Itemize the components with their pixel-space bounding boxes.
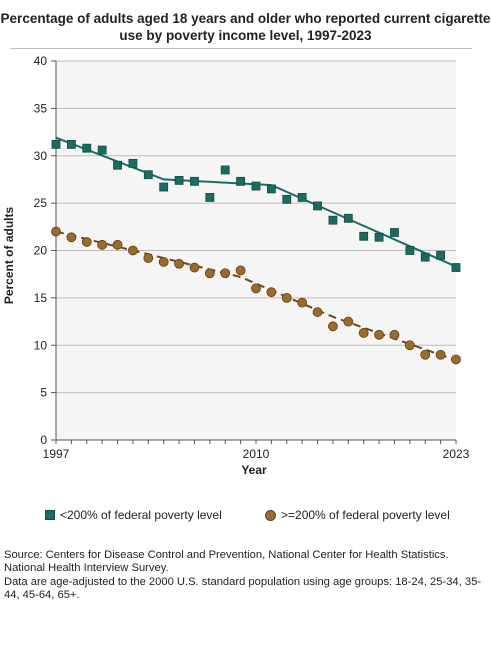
y-tick-label: 30 — [34, 149, 48, 163]
data-point-low-income — [251, 181, 261, 191]
data-point-high-income — [281, 292, 292, 303]
source-line: Source: Centers for Disease Control and … — [4, 549, 449, 575]
data-point-high-income — [451, 354, 461, 365]
x-axis-title: Year — [241, 463, 267, 477]
methodology-note: Data are age-adjusted to the 2000 U.S. s… — [4, 575, 482, 601]
y-tick-label: 20 — [34, 244, 48, 258]
trend-line-low-income — [55, 136, 457, 268]
data-point-low-income — [128, 158, 138, 168]
data-point-high-income — [328, 321, 338, 332]
data-point-low-income — [82, 143, 92, 153]
y-tick-label: 35 — [34, 101, 48, 115]
y-tick-label: 40 — [34, 54, 48, 68]
legend-label-low-income: <200% of federal poverty level — [60, 508, 222, 522]
data-point-low-income — [97, 145, 107, 155]
data-point-low-income — [190, 176, 199, 186]
data-point-low-income — [405, 246, 415, 255]
source-note: Source: Centers for Disease Control and … — [4, 549, 484, 602]
y-tick-label: 0 — [40, 433, 47, 447]
data-point-high-income — [389, 329, 400, 340]
data-point-low-income — [220, 165, 230, 175]
data-point-low-income — [451, 263, 461, 272]
data-point-low-income — [328, 215, 338, 225]
data-point-high-income — [66, 232, 77, 243]
data-point-low-income — [174, 175, 184, 185]
data-point-low-income — [66, 139, 76, 149]
data-point-high-income — [81, 237, 92, 247]
data-point-low-income — [359, 231, 369, 241]
legend-label-high-income: >=200% of federal poverty level — [281, 508, 450, 522]
y-tick-label: 15 — [34, 291, 48, 305]
data-point-high-income — [297, 297, 308, 308]
x-tick-label: 1997 — [43, 447, 70, 461]
data-point-high-income — [204, 268, 215, 279]
data-point-high-income — [51, 226, 61, 237]
data-point-high-income — [374, 329, 384, 340]
legend-item-low-income: <200% of federal poverty level — [45, 508, 222, 522]
data-point-high-income — [235, 265, 246, 276]
data-point-high-income — [251, 283, 261, 294]
title-divider — [10, 48, 472, 49]
x-tick-label: 2023 — [443, 447, 470, 461]
y-tick-label: 25 — [34, 196, 48, 210]
data-point-high-income — [189, 262, 200, 273]
chart-canvas: 0 5 10 15 20 25 30 35 40 1997 2010 2023 Year Percent … — [2, 54, 470, 477]
data-point-low-income — [205, 193, 215, 202]
data-point-low-income — [390, 228, 399, 237]
data-point-high-income — [158, 256, 169, 267]
data-point-low-income — [297, 193, 307, 202]
circle-marker-icon — [265, 509, 276, 521]
data-point-high-income — [112, 239, 123, 250]
data-point-low-income — [420, 252, 430, 262]
data-point-low-income — [236, 176, 246, 186]
chart-title: Percentage of adults aged 18 years and o… — [0, 11, 491, 43]
legend-item-high-income: >=200% of federal poverty level — [265, 508, 450, 522]
data-point-low-income — [113, 160, 122, 170]
data-point-low-income — [143, 170, 153, 180]
data-point-low-income — [51, 139, 61, 149]
data-point-low-income — [343, 213, 353, 223]
x-tick-label: 2010 — [243, 447, 270, 461]
data-point-low-income — [282, 194, 292, 204]
y-tick-label: 10 — [34, 338, 48, 352]
data-point-high-income — [220, 268, 231, 279]
data-point-low-income — [159, 182, 169, 192]
data-point-low-income — [374, 232, 384, 242]
y-tick-label: 5 — [40, 386, 47, 400]
data-point-low-income — [266, 184, 276, 194]
data-point-high-income — [266, 287, 277, 298]
data-point-high-income — [128, 245, 138, 256]
data-point-low-income — [313, 201, 322, 211]
data-point-high-income — [312, 307, 323, 317]
data-point-low-income — [436, 250, 446, 260]
data-point-high-income — [435, 349, 446, 360]
data-point-high-income — [358, 328, 369, 338]
square-marker-icon — [45, 510, 55, 520]
data-point-high-income — [420, 349, 431, 360]
data-point-high-income — [97, 239, 108, 250]
data-point-high-income — [404, 340, 415, 351]
data-point-high-income — [143, 253, 154, 263]
data-point-high-income — [343, 316, 354, 327]
data-point-high-income — [174, 258, 184, 269]
y-axis-title: Percent of adults — [2, 207, 16, 305]
